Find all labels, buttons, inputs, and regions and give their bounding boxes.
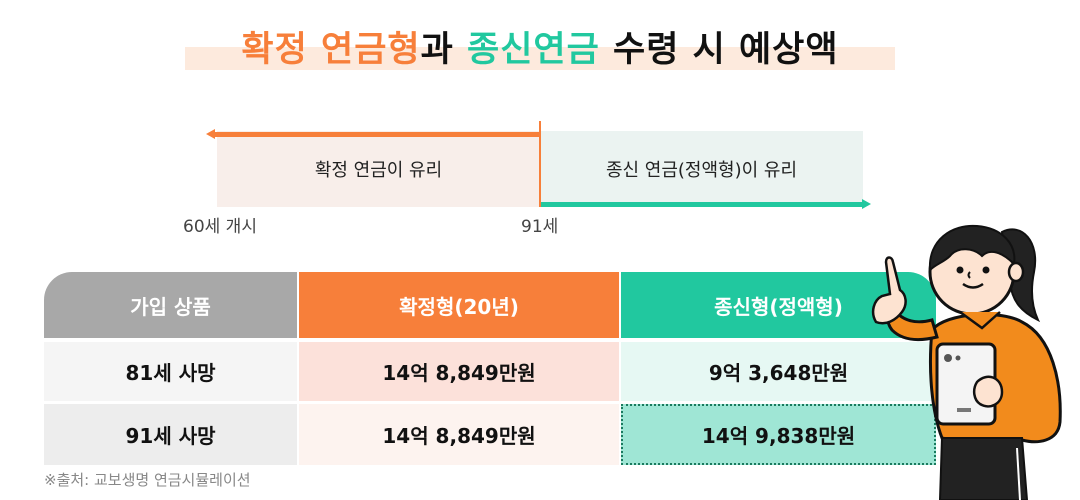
title-part-and: 과 bbox=[420, 30, 467, 70]
header-product: 가입 상품 bbox=[44, 272, 297, 338]
row2-label: 91세 사망 bbox=[44, 404, 297, 465]
timeline-right-label: 종신 연금(정액형)이 유리 bbox=[605, 160, 798, 181]
timeline-left-label: 확정 연금이 유리 bbox=[314, 160, 443, 181]
timeline-split-label: 91세 bbox=[521, 217, 559, 237]
row2-lifetime-value-highlighted: 14억 9,838만원 bbox=[621, 404, 936, 465]
title-part-lifetime-pension: 종신연금 bbox=[467, 30, 600, 70]
timeline-fixed-advantage-zone: 확정 연금이 유리 bbox=[217, 131, 540, 207]
left-arrow-line bbox=[212, 132, 540, 137]
right-arrow-icon bbox=[862, 199, 871, 209]
timeline-start-label: 60세 개시 bbox=[183, 217, 257, 237]
row1-fixed-value: 14억 8,849만원 bbox=[299, 342, 619, 401]
title-part-fixed-pension: 확정 연금형 bbox=[241, 30, 421, 70]
right-arrow-line bbox=[541, 202, 863, 207]
title-block: 확정 연금형과 종신연금 수령 시 예상액 bbox=[185, 25, 895, 85]
timeline-lifetime-advantage-zone: 종신 연금(정액형)이 유리 bbox=[540, 131, 863, 207]
row2-fixed-value: 14억 8,849만원 bbox=[299, 404, 619, 465]
left-arrow-icon bbox=[206, 129, 215, 139]
woman-with-tablet-illustration bbox=[871, 224, 1062, 500]
title-highlight-band bbox=[185, 47, 895, 70]
header-fixed-type: 확정형(20년) bbox=[299, 272, 619, 338]
page-title: 확정 연금형과 종신연금 수령 시 예상액 bbox=[185, 25, 895, 75]
row1-label: 81세 사망 bbox=[44, 342, 297, 401]
title-part-expected-amount: 수령 시 예상액 bbox=[599, 30, 839, 70]
source-note: ※출처: 교보생명 연금시뮬레이션 bbox=[44, 471, 251, 489]
timeline-divider bbox=[539, 121, 541, 207]
row1-lifetime-value: 9억 3,648만원 bbox=[621, 342, 936, 401]
